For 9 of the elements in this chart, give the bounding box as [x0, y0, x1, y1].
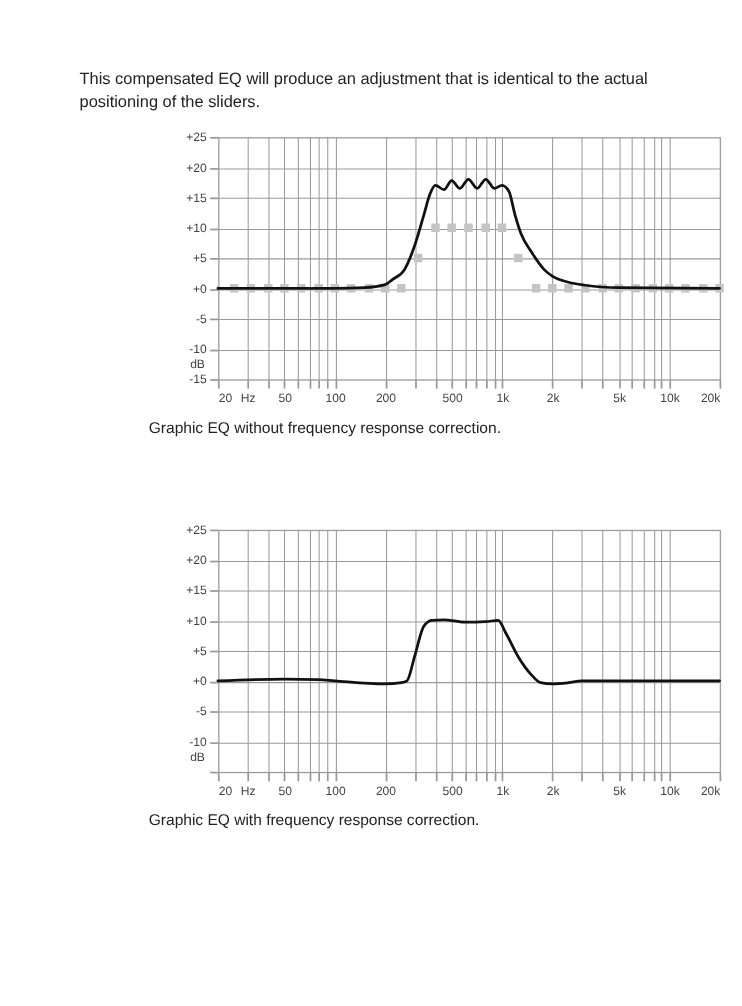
point — [564, 284, 573, 293]
point — [531, 284, 541, 293]
point — [431, 223, 440, 232]
point — [464, 223, 473, 232]
point — [548, 284, 557, 293]
text: Graphic EQ with frequency response correction. — [148, 811, 480, 830]
point — [447, 223, 456, 232]
text: Graphic EQ without frequency response correction. — [148, 418, 501, 437]
point — [397, 284, 406, 293]
